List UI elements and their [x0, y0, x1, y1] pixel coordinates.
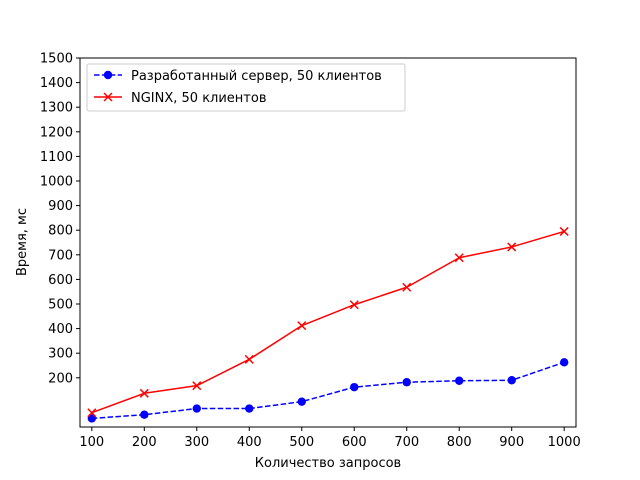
data-point-1 [454, 253, 464, 263]
x-tick-label: 100 [79, 435, 104, 450]
data-point-1 [87, 408, 97, 418]
data-point-0 [455, 376, 464, 385]
data-point-0 [559, 358, 569, 367]
y-tick-label: 400 [48, 322, 73, 337]
x-tick-label: 1000 [548, 435, 581, 450]
y-tick-label: 200 [48, 371, 73, 386]
y-tick-label: 800 [48, 224, 73, 239]
data-point-1 [402, 282, 412, 292]
x-axis-label: Количество запросов [255, 456, 401, 471]
x-tick-label: 800 [447, 435, 472, 450]
data-point-1 [297, 321, 307, 331]
series-line-1 [91, 230, 565, 414]
data-point-0 [402, 378, 411, 387]
legend-swatch-marker-nginx [103, 92, 113, 102]
data-point-0 [87, 414, 97, 423]
data-point-1 [507, 242, 517, 252]
data-point-1 [192, 381, 202, 391]
y-tick-label: 1300 [40, 101, 73, 116]
y-tick-label: 1500 [40, 52, 73, 67]
y-tick-label: 1000 [40, 175, 73, 190]
legend: Разработанный сервер, 50 клиентов NGINX,… [86, 63, 406, 112]
x-axis: 100 200 300 400 500 600 700 800 900 1000 [79, 427, 581, 450]
data-point-1 [559, 226, 569, 236]
data-point-1 [349, 300, 359, 310]
data-point-0 [507, 376, 516, 385]
data-point-0 [140, 410, 149, 419]
x-tick-label: 300 [184, 435, 209, 450]
data-point-0 [297, 397, 306, 406]
series-line-0 [91, 361, 565, 420]
x-tick-label: 400 [237, 435, 262, 450]
data-point-1 [139, 388, 149, 398]
y-tick-label: 1100 [40, 150, 73, 165]
x-tick-label: 500 [289, 435, 314, 450]
legend-label-nginx: NGINX, 50 клиентов [131, 91, 267, 106]
x-tick-label: 900 [499, 435, 524, 450]
legend-label-server: Разработанный сервер, 50 клиентов [131, 69, 382, 84]
y-tick-label: 300 [48, 347, 73, 362]
data-point-0 [245, 404, 254, 413]
x-tick-label: 200 [132, 435, 157, 450]
y-axis-label: Время, мс [15, 208, 30, 276]
x-tick-label: 600 [342, 435, 367, 450]
legend-box [86, 63, 406, 112]
y-tick-label: 1400 [40, 76, 73, 91]
y-tick-label: 700 [48, 248, 73, 263]
y-tick-label: 900 [48, 199, 73, 214]
y-tick-label: 500 [48, 298, 73, 313]
data-point-0 [350, 382, 359, 392]
data-point-0 [192, 404, 201, 413]
legend-swatch-marker-server [103, 70, 113, 80]
y-tick-label: 600 [48, 273, 73, 288]
y-axis: 200 300 400 500 600 700 800 900 1000 1100 1200 1300… [40, 52, 80, 386]
y-tick-label: 1200 [40, 125, 73, 140]
x-tick-label: 700 [394, 435, 419, 450]
data-point-1 [244, 354, 254, 364]
plot-frame [79, 57, 577, 428]
series-layer [87, 226, 569, 423]
